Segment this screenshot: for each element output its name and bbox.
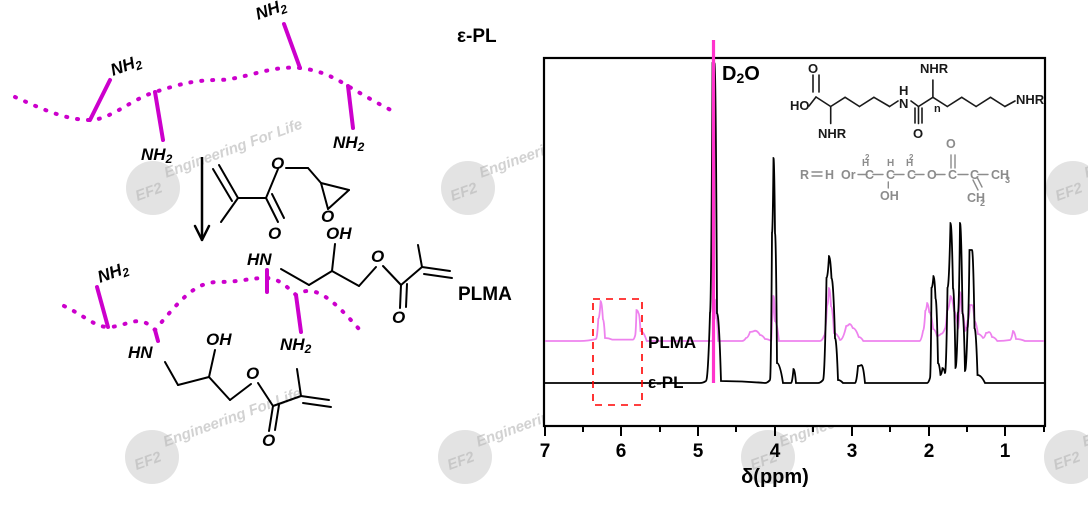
svg-text:7: 7 [540, 441, 551, 462]
svg-text:O: O [268, 224, 281, 243]
svg-text:4: 4 [770, 441, 781, 462]
svg-text:O: O [246, 364, 259, 383]
svg-text:C: C [948, 168, 957, 182]
svg-text:2: 2 [865, 153, 870, 162]
svg-text:2: 2 [909, 153, 914, 162]
svg-text:NH2: NH2 [333, 133, 365, 154]
svg-text:PLMA: PLMA [458, 284, 512, 305]
svg-text:NHR: NHR [1016, 92, 1045, 107]
svg-text:O: O [808, 61, 818, 76]
svg-text:5: 5 [693, 441, 704, 462]
svg-text:HN: HN [247, 250, 272, 269]
svg-text:ε-PL: ε-PL [457, 26, 497, 47]
svg-text:HO: HO [790, 98, 810, 113]
svg-text:O: O [392, 308, 405, 327]
svg-text:6: 6 [616, 441, 627, 462]
svg-text:NH2: NH2 [108, 51, 145, 82]
svg-text:n: n [934, 103, 941, 115]
svg-text:O: O [913, 126, 923, 141]
svg-text:NH2: NH2 [253, 0, 290, 26]
svg-text:2: 2 [980, 198, 985, 208]
svg-text:O: O [946, 137, 956, 151]
svg-text:NHR: NHR [818, 126, 847, 141]
svg-text:Or: Or [841, 168, 856, 182]
svg-text:NH2: NH2 [280, 335, 312, 356]
svg-text:PLMA: PLMA [648, 333, 696, 352]
svg-text:H: H [825, 168, 834, 182]
svg-text:NH2: NH2 [95, 258, 132, 289]
svg-text:O: O [371, 247, 384, 266]
svg-text:1: 1 [1000, 441, 1011, 462]
svg-text:3: 3 [1005, 175, 1010, 185]
svg-text:ε-PL: ε-PL [648, 373, 683, 392]
svg-text:OH: OH [206, 330, 232, 349]
svg-text:O: O [271, 154, 284, 173]
svg-text:O: O [262, 431, 275, 450]
svg-text:3: 3 [847, 441, 858, 462]
svg-text:OH: OH [880, 189, 899, 203]
svg-text:NHR: NHR [920, 61, 949, 76]
svg-text:OH: OH [326, 224, 352, 243]
svg-text:2: 2 [924, 441, 935, 462]
svg-text:R: R [800, 168, 809, 182]
svg-text:HN: HN [128, 343, 153, 362]
svg-text:N: N [899, 96, 908, 111]
svg-text:δ(ppm): δ(ppm) [741, 466, 809, 488]
